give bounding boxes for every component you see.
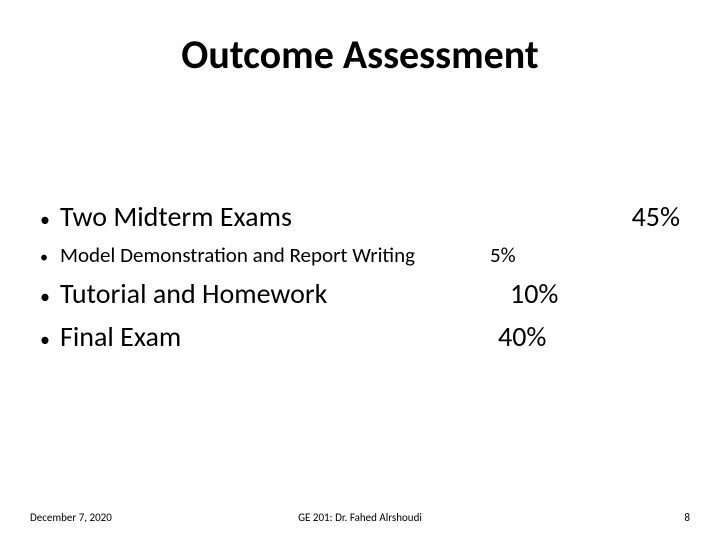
bullet-icon: •	[40, 328, 60, 352]
slide-title: Outcome Assessment	[0, 30, 720, 79]
item-label: Final Exam	[60, 319, 498, 354]
item-label: Model Demonstration and Report Writing	[60, 242, 490, 268]
list-item: • Final Exam 40%	[40, 319, 680, 354]
item-value: 45%	[600, 199, 680, 234]
list-item: • Two Midterm Exams 45%	[40, 199, 680, 234]
footer-date: December 7, 2020	[30, 511, 112, 524]
slide-footer: December 7, 2020 GE 201: Dr. Fahed Alrsh…	[0, 511, 720, 524]
footer-page-number: 8	[684, 511, 690, 524]
bullet-icon: •	[40, 248, 60, 267]
bullet-icon: •	[40, 285, 60, 309]
item-value: 10%	[510, 276, 680, 311]
item-label: Tutorial and Homework	[60, 276, 510, 311]
item-value: 40%	[498, 319, 680, 354]
item-label: Two Midterm Exams	[60, 199, 600, 234]
list-item: • Tutorial and Homework 10%	[40, 276, 680, 311]
bullet-icon: •	[40, 208, 60, 232]
slide-container: Outcome Assessment • Two Midterm Exams 4…	[0, 0, 720, 540]
item-value: 5%	[490, 242, 680, 268]
list-item: • Model Demonstration and Report Writing…	[40, 242, 680, 268]
bullet-list: • Two Midterm Exams 45% • Model Demonstr…	[0, 199, 720, 354]
